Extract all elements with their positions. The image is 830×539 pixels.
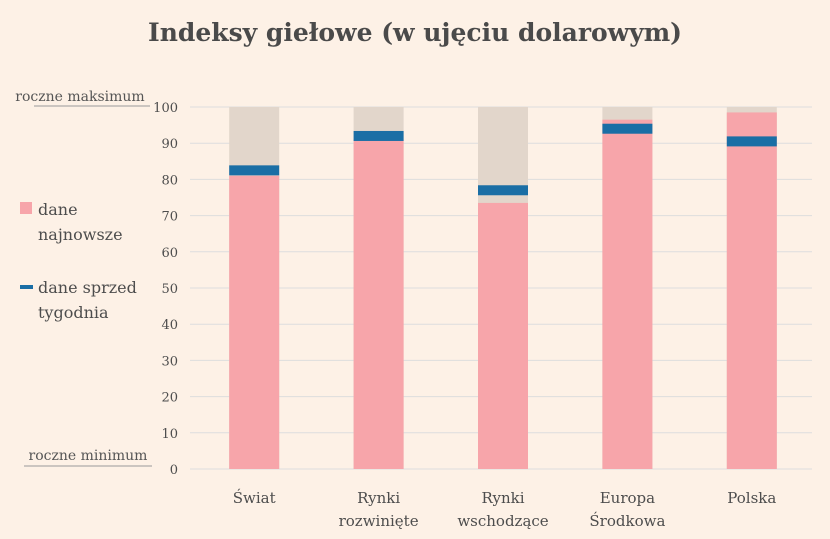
previous-marker-świat <box>229 165 280 176</box>
annual-min-label: roczne minimum <box>29 448 148 464</box>
y-tick-70: 70 <box>161 210 178 225</box>
previous-marker-polska <box>726 136 777 147</box>
x-label-europa-środkowa-1: Środkowa <box>589 512 665 530</box>
legend-marker-latest <box>20 202 32 214</box>
y-axis-ticks: 0 10 20 30 40 50 60 70 80 90 100 <box>153 101 178 478</box>
legend-marker-previous <box>20 285 33 289</box>
latest-bar-europa-środkowa <box>602 119 653 470</box>
latest-bar-świat <box>229 175 280 469</box>
x-label-świat-0: Świat <box>233 489 276 507</box>
bars <box>229 107 777 470</box>
legend-previous-text-0: dane sprzed <box>38 278 137 297</box>
latest-bar-rynki-rozwinięte <box>353 139 404 469</box>
y-tick-40: 40 <box>161 318 178 333</box>
previous-marker-rynki-wschodzące <box>478 185 528 196</box>
y-tick-10: 10 <box>161 427 178 442</box>
y-tick-0: 0 <box>170 463 178 478</box>
x-label-rynki-rozwinięte-1: rozwinięte <box>339 512 419 530</box>
latest-bar-rynki-wschodzące <box>478 202 528 469</box>
y-tick-90: 90 <box>161 137 178 152</box>
x-axis-labels: Świat Rynki rozwinięte Rynki wschodzące Europ… <box>233 489 777 530</box>
x-label-europa-środkowa-0: Europa <box>600 489 655 507</box>
y-tick-80: 80 <box>161 173 178 188</box>
previous-marker-europa-środkowa <box>602 123 653 134</box>
previous-marker-rynki-rozwinięte <box>353 130 404 141</box>
legend-latest-text-0: dane <box>38 200 78 219</box>
annual-max-label: roczne maksimum <box>15 89 144 105</box>
y-tick-30: 30 <box>161 354 178 369</box>
y-tick-60: 60 <box>161 246 178 261</box>
x-label-polska-0: Polska <box>727 489 776 507</box>
x-label-rynki-rozwinięte-0: Rynki <box>357 489 400 507</box>
legend-previous-text-1: tygodnia <box>38 303 109 322</box>
x-label-rynki-wschodzące-0: Rynki <box>481 489 524 507</box>
x-label-rynki-wschodzące-1: wschodzące <box>457 512 548 530</box>
latest-bar-polska <box>726 112 777 470</box>
chart-title: Indeksy giełowe (w ujęciu dolarowym) <box>148 18 682 47</box>
legend: dane najnowsze dane sprzed tygodnia <box>20 200 137 322</box>
legend-latest-text-1: najnowsze <box>38 225 123 244</box>
y-tick-100: 100 <box>153 101 178 116</box>
y-tick-20: 20 <box>161 391 178 406</box>
y-tick-50: 50 <box>161 282 178 297</box>
